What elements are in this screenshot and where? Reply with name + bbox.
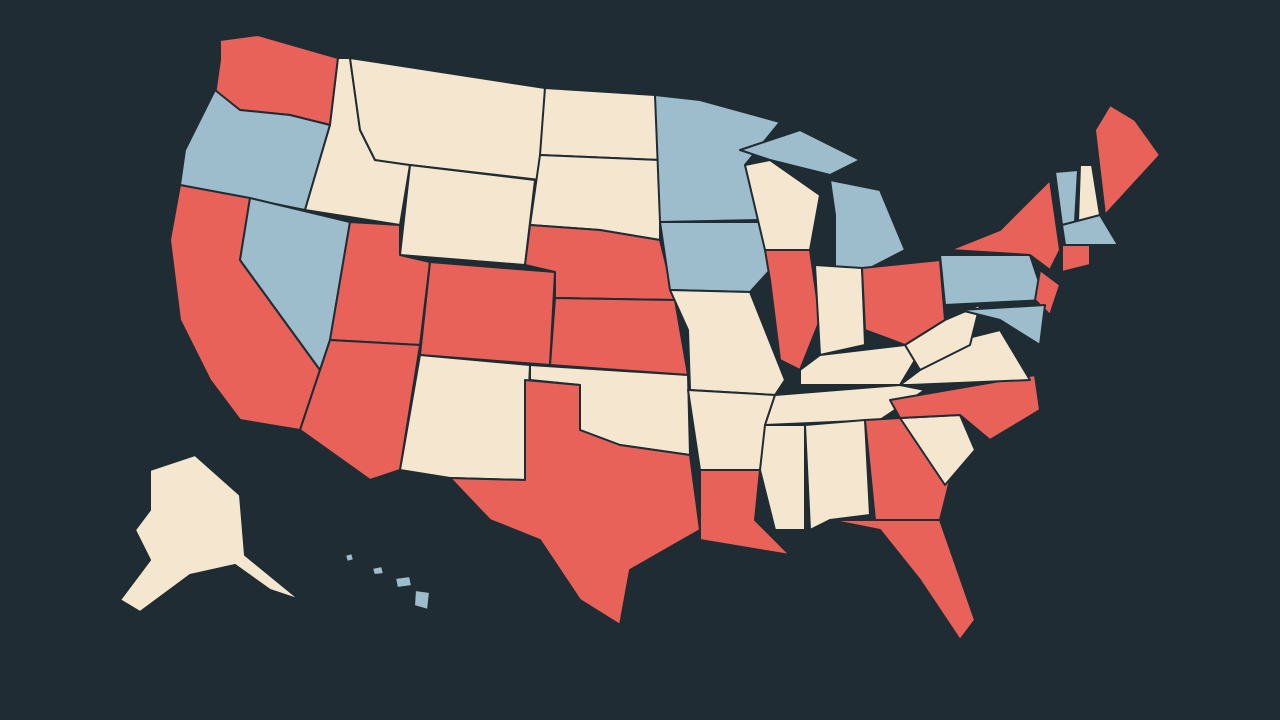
state	[699, 469, 791, 556]
state	[344, 552, 355, 563]
state	[939, 254, 1046, 306]
state	[119, 454, 301, 613]
state	[371, 565, 385, 576]
state	[299, 339, 421, 481]
state	[744, 159, 821, 251]
state	[759, 424, 806, 531]
state	[829, 519, 976, 641]
state	[659, 221, 771, 293]
state	[739, 129, 861, 176]
state	[449, 379, 701, 626]
state	[399, 354, 531, 481]
state	[1034, 269, 1061, 316]
state	[549, 297, 689, 376]
state	[419, 261, 556, 366]
state	[399, 164, 536, 266]
state	[394, 575, 413, 589]
state	[889, 374, 1041, 441]
state	[1061, 244, 1091, 273]
state	[814, 264, 866, 356]
state	[959, 304, 1046, 346]
state	[904, 304, 981, 371]
state	[1061, 214, 1119, 246]
states	[119, 34, 1161, 641]
state	[1094, 104, 1161, 216]
state	[949, 179, 1061, 271]
state	[539, 87, 661, 161]
state	[413, 589, 431, 611]
state	[864, 417, 951, 521]
state	[804, 419, 871, 531]
